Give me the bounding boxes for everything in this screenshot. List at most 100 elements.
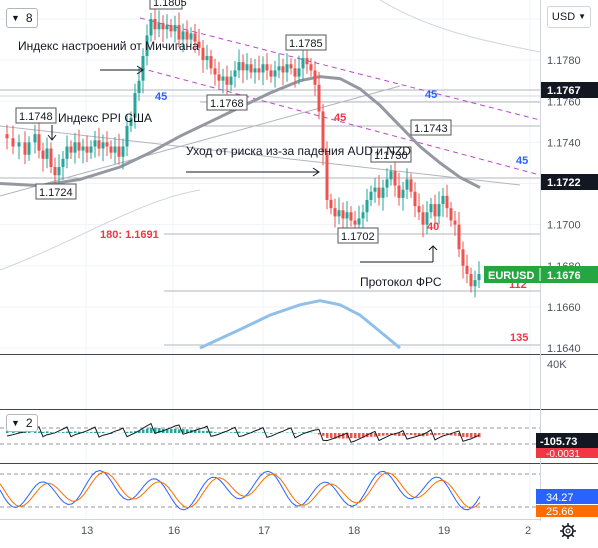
price-callout-1785: 1.1785: [286, 35, 326, 50]
price-tick-8: 1.1640: [547, 343, 581, 355]
svg-text:-105.73: -105.73: [540, 436, 577, 448]
candle-body: [174, 25, 177, 31]
candle-body: [374, 188, 377, 192]
candle-body: [278, 66, 281, 70]
osc-bar: [170, 429, 173, 433]
osc-bar: [146, 429, 149, 433]
candle-body: [94, 140, 97, 146]
badge-stoch-d: 25.66: [536, 505, 598, 518]
currency-label: USD: [552, 7, 575, 27]
osc-bar: [454, 433, 457, 436]
osc-bar: [58, 432, 61, 433]
osc-bar: [86, 432, 89, 433]
candle-body: [474, 280, 477, 286]
candle-body: [422, 212, 425, 224]
osc-bar: [414, 433, 417, 436]
candle-body: [310, 64, 313, 70]
osc-bar: [218, 432, 221, 433]
symbol-label: EURUSD: [488, 270, 535, 282]
candle-body: [410, 179, 413, 191]
osc-bar: [270, 433, 273, 434]
osc-bar: [410, 433, 413, 435]
price-tick-5: 1.1700: [547, 220, 581, 232]
candle-body: [90, 146, 93, 152]
osc-bar: [354, 433, 357, 438]
candle-body: [270, 70, 273, 76]
osc-bar: [358, 433, 361, 438]
candle-body: [398, 186, 401, 198]
osc-bar: [74, 431, 77, 433]
osc-bar: [434, 433, 437, 435]
osc-bar: [46, 431, 49, 433]
candle-body: [12, 138, 15, 146]
candle-body: [470, 274, 473, 286]
candle-body: [158, 23, 161, 29]
candle-body: [58, 167, 61, 175]
candle-body: [28, 142, 31, 154]
candle-body: [166, 25, 169, 29]
candle-body: [118, 146, 121, 156]
candle-body: [126, 126, 129, 147]
osc-bar: [462, 433, 465, 437]
chevron-down-icon: ▼: [11, 415, 20, 431]
candle-body: [454, 221, 457, 225]
osc-bar: [466, 433, 469, 437]
level-number-45-a: 45: [155, 91, 167, 103]
svg-text:25.66: 25.66: [546, 506, 574, 518]
candle-body: [350, 212, 353, 220]
svg-text:1.1768: 1.1768: [210, 98, 244, 110]
osc-bar: [302, 432, 305, 433]
candle-body: [162, 23, 165, 29]
osc-bar: [126, 432, 129, 433]
candle-body: [222, 77, 225, 81]
candle-body: [298, 68, 301, 76]
candle-body: [154, 19, 157, 29]
candle-body: [378, 188, 381, 198]
currency-dropdown[interactable]: USD ▼: [547, 6, 591, 28]
osc-bar: [174, 429, 177, 433]
candle-body: [326, 153, 329, 200]
annotation-risk: Уход от риска из-за падения AUD и NZD: [186, 144, 411, 158]
candle-body: [74, 142, 77, 152]
candle-body: [446, 196, 449, 208]
osc-bar: [322, 433, 325, 436]
osc-bar: [442, 433, 445, 434]
candle-body: [314, 70, 317, 84]
fib-level-180-label: 180: 1.1691: [100, 229, 159, 241]
candle-body: [450, 208, 453, 220]
candle-body: [254, 68, 257, 72]
osc-bar: [326, 433, 329, 438]
osc-bar: [230, 432, 233, 433]
candle-body: [170, 25, 173, 31]
main-indicator-toggle[interactable]: ▼ 8: [6, 8, 38, 28]
price-callout-1748: 1.1748: [16, 108, 56, 123]
sub-indicator-toggle[interactable]: ▼ 2: [6, 414, 38, 432]
osc-bar: [382, 433, 385, 436]
osc-bar: [470, 433, 473, 438]
candle-body: [290, 64, 293, 68]
candle-body: [462, 249, 465, 265]
candle-body: [54, 167, 57, 175]
osc-bar: [294, 433, 297, 434]
osc-bar: [398, 433, 401, 436]
price-tick-2: 1.1760: [547, 96, 581, 108]
svg-text:1.1722: 1.1722: [547, 177, 581, 189]
candle-body: [382, 188, 385, 198]
osc-bar: [350, 433, 353, 438]
candle-body: [210, 56, 213, 68]
osc-bar: [214, 432, 217, 433]
candle-body: [6, 134, 9, 138]
volume-axis-label: 40K: [547, 359, 567, 371]
osc-bar: [198, 430, 201, 433]
candle-body: [394, 171, 397, 185]
svg-text:1.1805: 1.1805: [153, 0, 187, 9]
candle-body: [142, 56, 145, 81]
candle-body: [138, 81, 141, 93]
annotation-michigan: Индекс настроений от Мичигана: [18, 39, 199, 53]
level-number-135: 135: [510, 332, 528, 344]
svg-text:-0.0031: -0.0031: [546, 449, 580, 460]
candle-body: [42, 151, 45, 159]
badge-symbol-price: EURUSD 1.1676: [484, 266, 598, 283]
candle-body: [354, 221, 357, 225]
